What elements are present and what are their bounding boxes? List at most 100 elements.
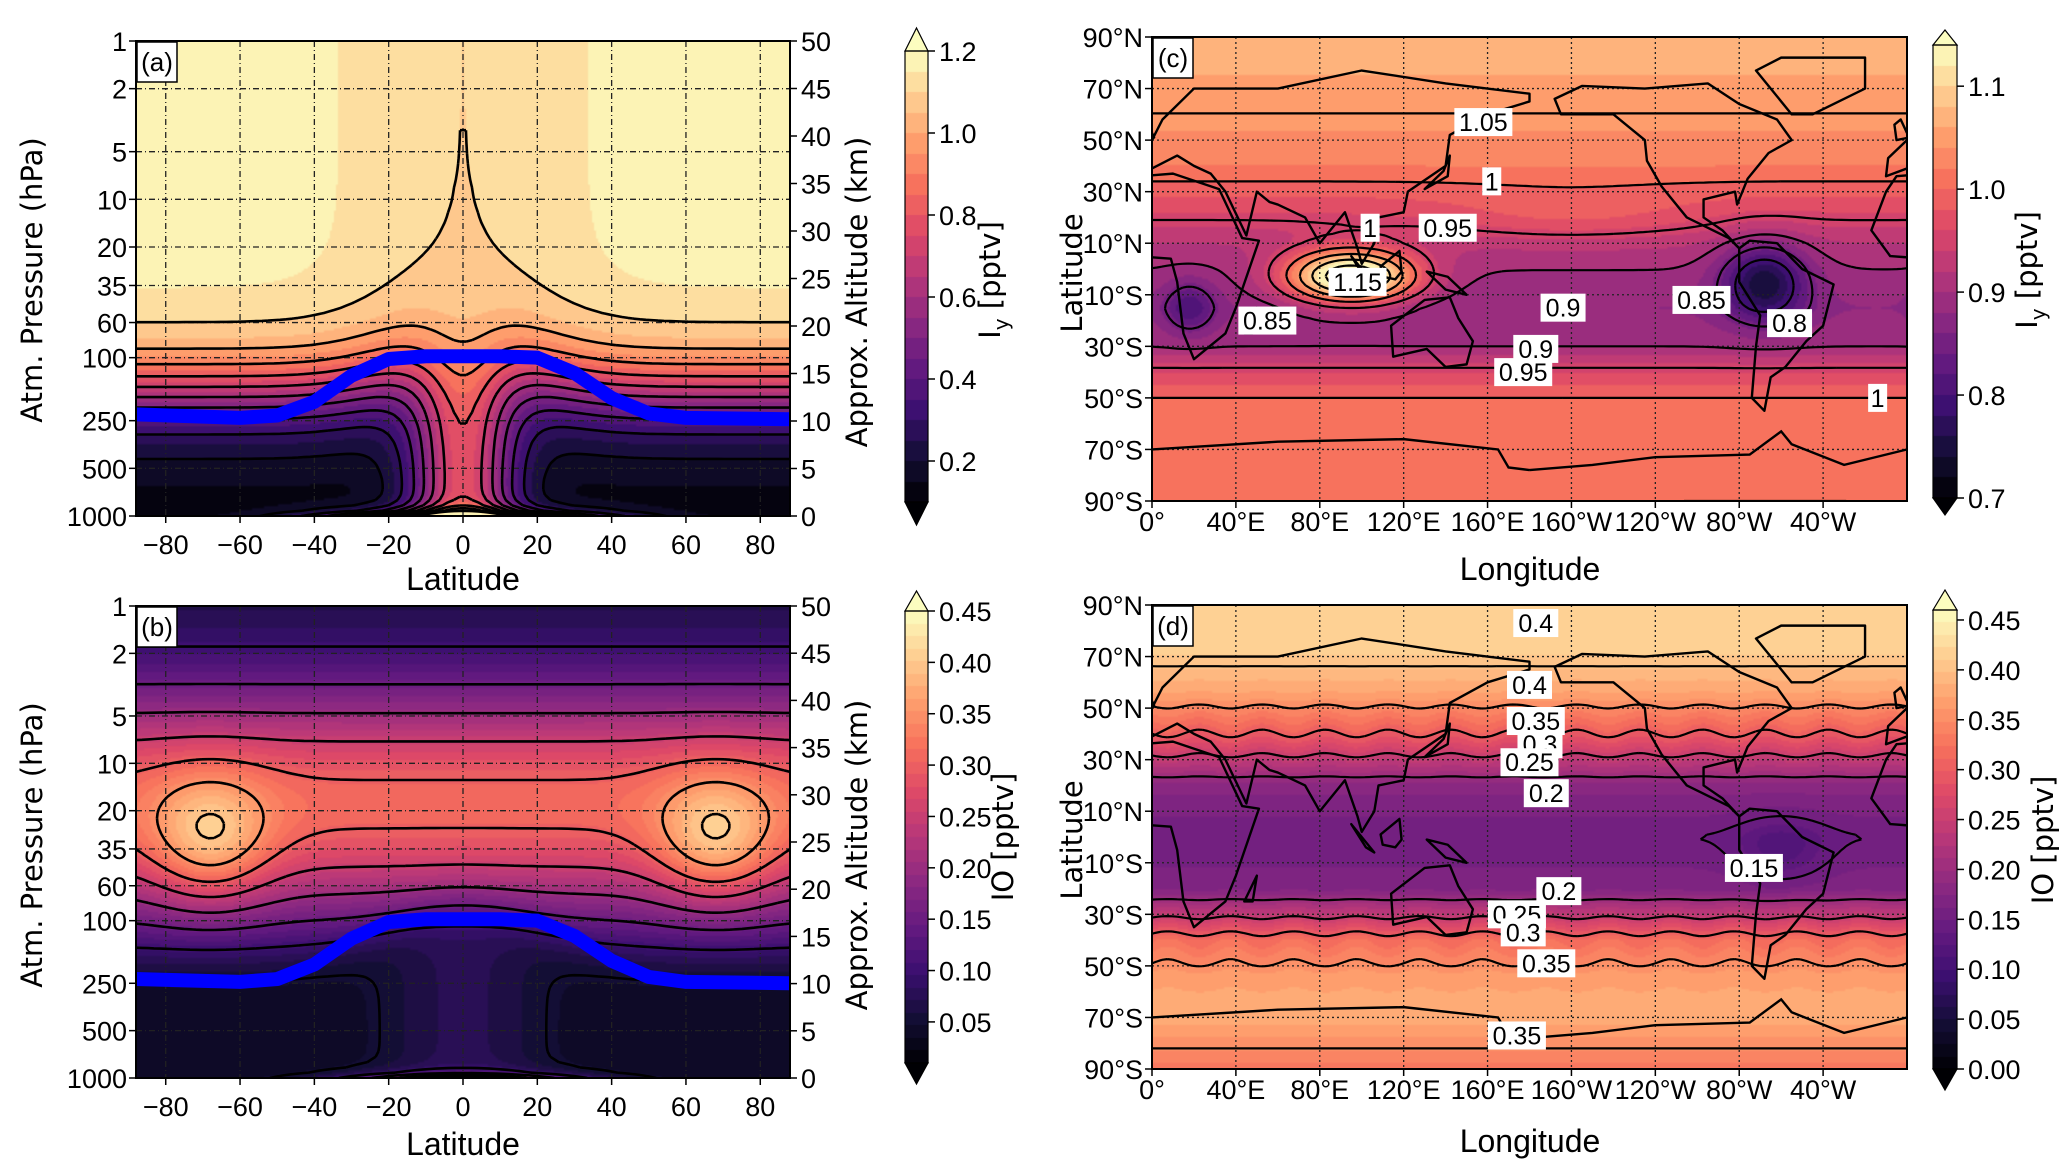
colorbar-extend-max — [1931, 29, 1959, 46]
y-axis-label: Atm. Pressure (hPa) — [15, 702, 49, 987]
contour-line-0.35 — [155, 780, 771, 867]
contour-line-1 — [1152, 180, 1907, 501]
y-tick-label: 500 — [82, 454, 127, 484]
coastline-antarctica — [1529, 997, 1907, 1040]
colorbar-label: IO [pptv] — [986, 773, 1020, 902]
y-tick-label: 10 — [97, 749, 127, 779]
contour-label: 0.35 — [1522, 950, 1571, 978]
colorbar-label-main: I — [2010, 320, 2044, 329]
x-tick-label: −20 — [366, 530, 412, 560]
colorbar — [905, 51, 928, 502]
y-tick-label: 70°S — [1084, 435, 1143, 465]
y-tick-label: 70°N — [1083, 75, 1143, 105]
contour-label: 0.9 — [1546, 295, 1581, 323]
colorbar-label: Iy [pptv] — [973, 221, 1013, 339]
y2-axis-label: Approx. Altitude (km) — [840, 700, 874, 1011]
colorbar-extend-max — [904, 26, 929, 52]
colorbar-extend-min — [903, 1062, 930, 1086]
x-tick-label: 80 — [745, 530, 775, 560]
x-tick-label: 80 — [745, 1092, 775, 1122]
contour-label: 0.2 — [1541, 878, 1576, 906]
y2-tick-label: 5 — [801, 455, 816, 485]
y-tick-label: 2 — [112, 639, 127, 669]
contour-line-1.1 — [136, 128, 790, 516]
x-tick-label: 80°W — [1706, 507, 1773, 537]
coastlines — [1152, 624, 1907, 1040]
coastline-antarctica — [1529, 429, 1907, 472]
coastline-antarctica — [1152, 437, 1530, 472]
x-tick-label: 60 — [671, 1092, 701, 1122]
colorbar-tick-label: 0.4 — [939, 365, 977, 395]
colorbar-frame — [904, 50, 929, 503]
colorbar — [1933, 45, 1957, 498]
contour-label: 0.8 — [1772, 310, 1807, 338]
y2-tick-label: 25 — [801, 265, 831, 295]
y2-tick-label: 50 — [801, 27, 831, 57]
y-tick-label: 1 — [112, 27, 127, 57]
colorbar-tick-label: 1.0 — [939, 119, 977, 149]
colorbar-label: Iy [pptv] — [2010, 211, 2050, 329]
y2-tick-label: 35 — [801, 170, 831, 200]
x-tick-label: 40 — [597, 530, 627, 560]
x-tick-label: 160°W — [1531, 1075, 1613, 1105]
colorbar-tick-label: 0.8 — [1968, 381, 2006, 411]
y2-tick-label: 30 — [801, 781, 831, 811]
coastline — [1893, 686, 1907, 710]
x-tick-label: 0° — [1139, 507, 1165, 537]
y2-tick-label: 0 — [801, 1064, 816, 1094]
panel-label-box — [1152, 37, 1194, 79]
y-tick-label: 50°N — [1083, 694, 1143, 724]
colorbar-tick-label: 0.30 — [939, 751, 992, 781]
coastline — [1389, 296, 1475, 369]
panel-label: (d) — [1157, 611, 1189, 641]
contour-line-1 — [136, 324, 790, 516]
contour-label: 1.05 — [1459, 109, 1508, 137]
colorbar-frame — [904, 610, 929, 1064]
colorbar-label: IO [pptv] — [2026, 776, 2060, 905]
y-tick-label: 1 — [112, 592, 127, 622]
contour-label-bg — [1724, 853, 1783, 882]
contour-label-bg — [1767, 309, 1813, 338]
contour-label: 0.4 — [1518, 610, 1553, 638]
y2-tick-label: 30 — [801, 217, 831, 247]
x-tick-label: 120°W — [1615, 1075, 1697, 1105]
contour-label: 1 — [1871, 385, 1885, 413]
contour-line-0.9 — [1152, 233, 1907, 351]
x-tick-label: −60 — [217, 530, 263, 560]
colorbar — [905, 611, 928, 1063]
contour-label-bg — [1500, 748, 1559, 777]
coastline — [1152, 637, 1531, 834]
x-tick-label: 80°W — [1706, 1075, 1773, 1105]
coastline — [1423, 154, 1452, 191]
y-tick-label: 30°N — [1083, 178, 1143, 208]
colorbar-tick-label: 0.25 — [1968, 806, 2021, 836]
x-tick-label: 120°E — [1367, 507, 1441, 537]
contour-label: 0.3 — [1506, 919, 1541, 947]
coastline — [1379, 817, 1403, 849]
y2-tick-label: 50 — [801, 592, 831, 622]
x-tick-label: 40°W — [1790, 507, 1857, 537]
contour-label: 0.35 — [1493, 1022, 1542, 1050]
panel-label-box — [1152, 605, 1194, 647]
contour-label: 1 — [1485, 168, 1499, 196]
contour-label: 0.85 — [1677, 287, 1726, 315]
y2-tick-label: 0 — [801, 502, 816, 532]
colorbar-label-main: IO — [2026, 873, 2060, 904]
colorbar-extend-min — [1931, 1068, 1959, 1092]
y-tick-label: 30°N — [1083, 746, 1143, 776]
colorbar-tick-label: 0.05 — [1968, 1005, 2021, 1035]
panel-label: (a) — [141, 47, 173, 77]
colorbar-tick-label: 0.15 — [939, 905, 992, 935]
contour-label-bg — [1507, 670, 1552, 699]
x-tick-label: 80°E — [1290, 507, 1349, 537]
y-tick-label: 60 — [97, 872, 127, 902]
x-axis-label: Longitude — [1460, 551, 1601, 587]
y2-tick-label: 15 — [801, 360, 831, 390]
x-tick-label: 120°W — [1615, 507, 1697, 537]
colorbar-tick-label: 0.45 — [939, 597, 992, 627]
y-tick-label: 70°S — [1084, 1003, 1143, 1033]
colorbar-tick-label: 0.20 — [939, 854, 992, 884]
colorbar-label-sub: y — [989, 318, 1013, 330]
x-tick-label: 0° — [1139, 1075, 1165, 1105]
x-tick-label: 0 — [455, 1092, 470, 1122]
